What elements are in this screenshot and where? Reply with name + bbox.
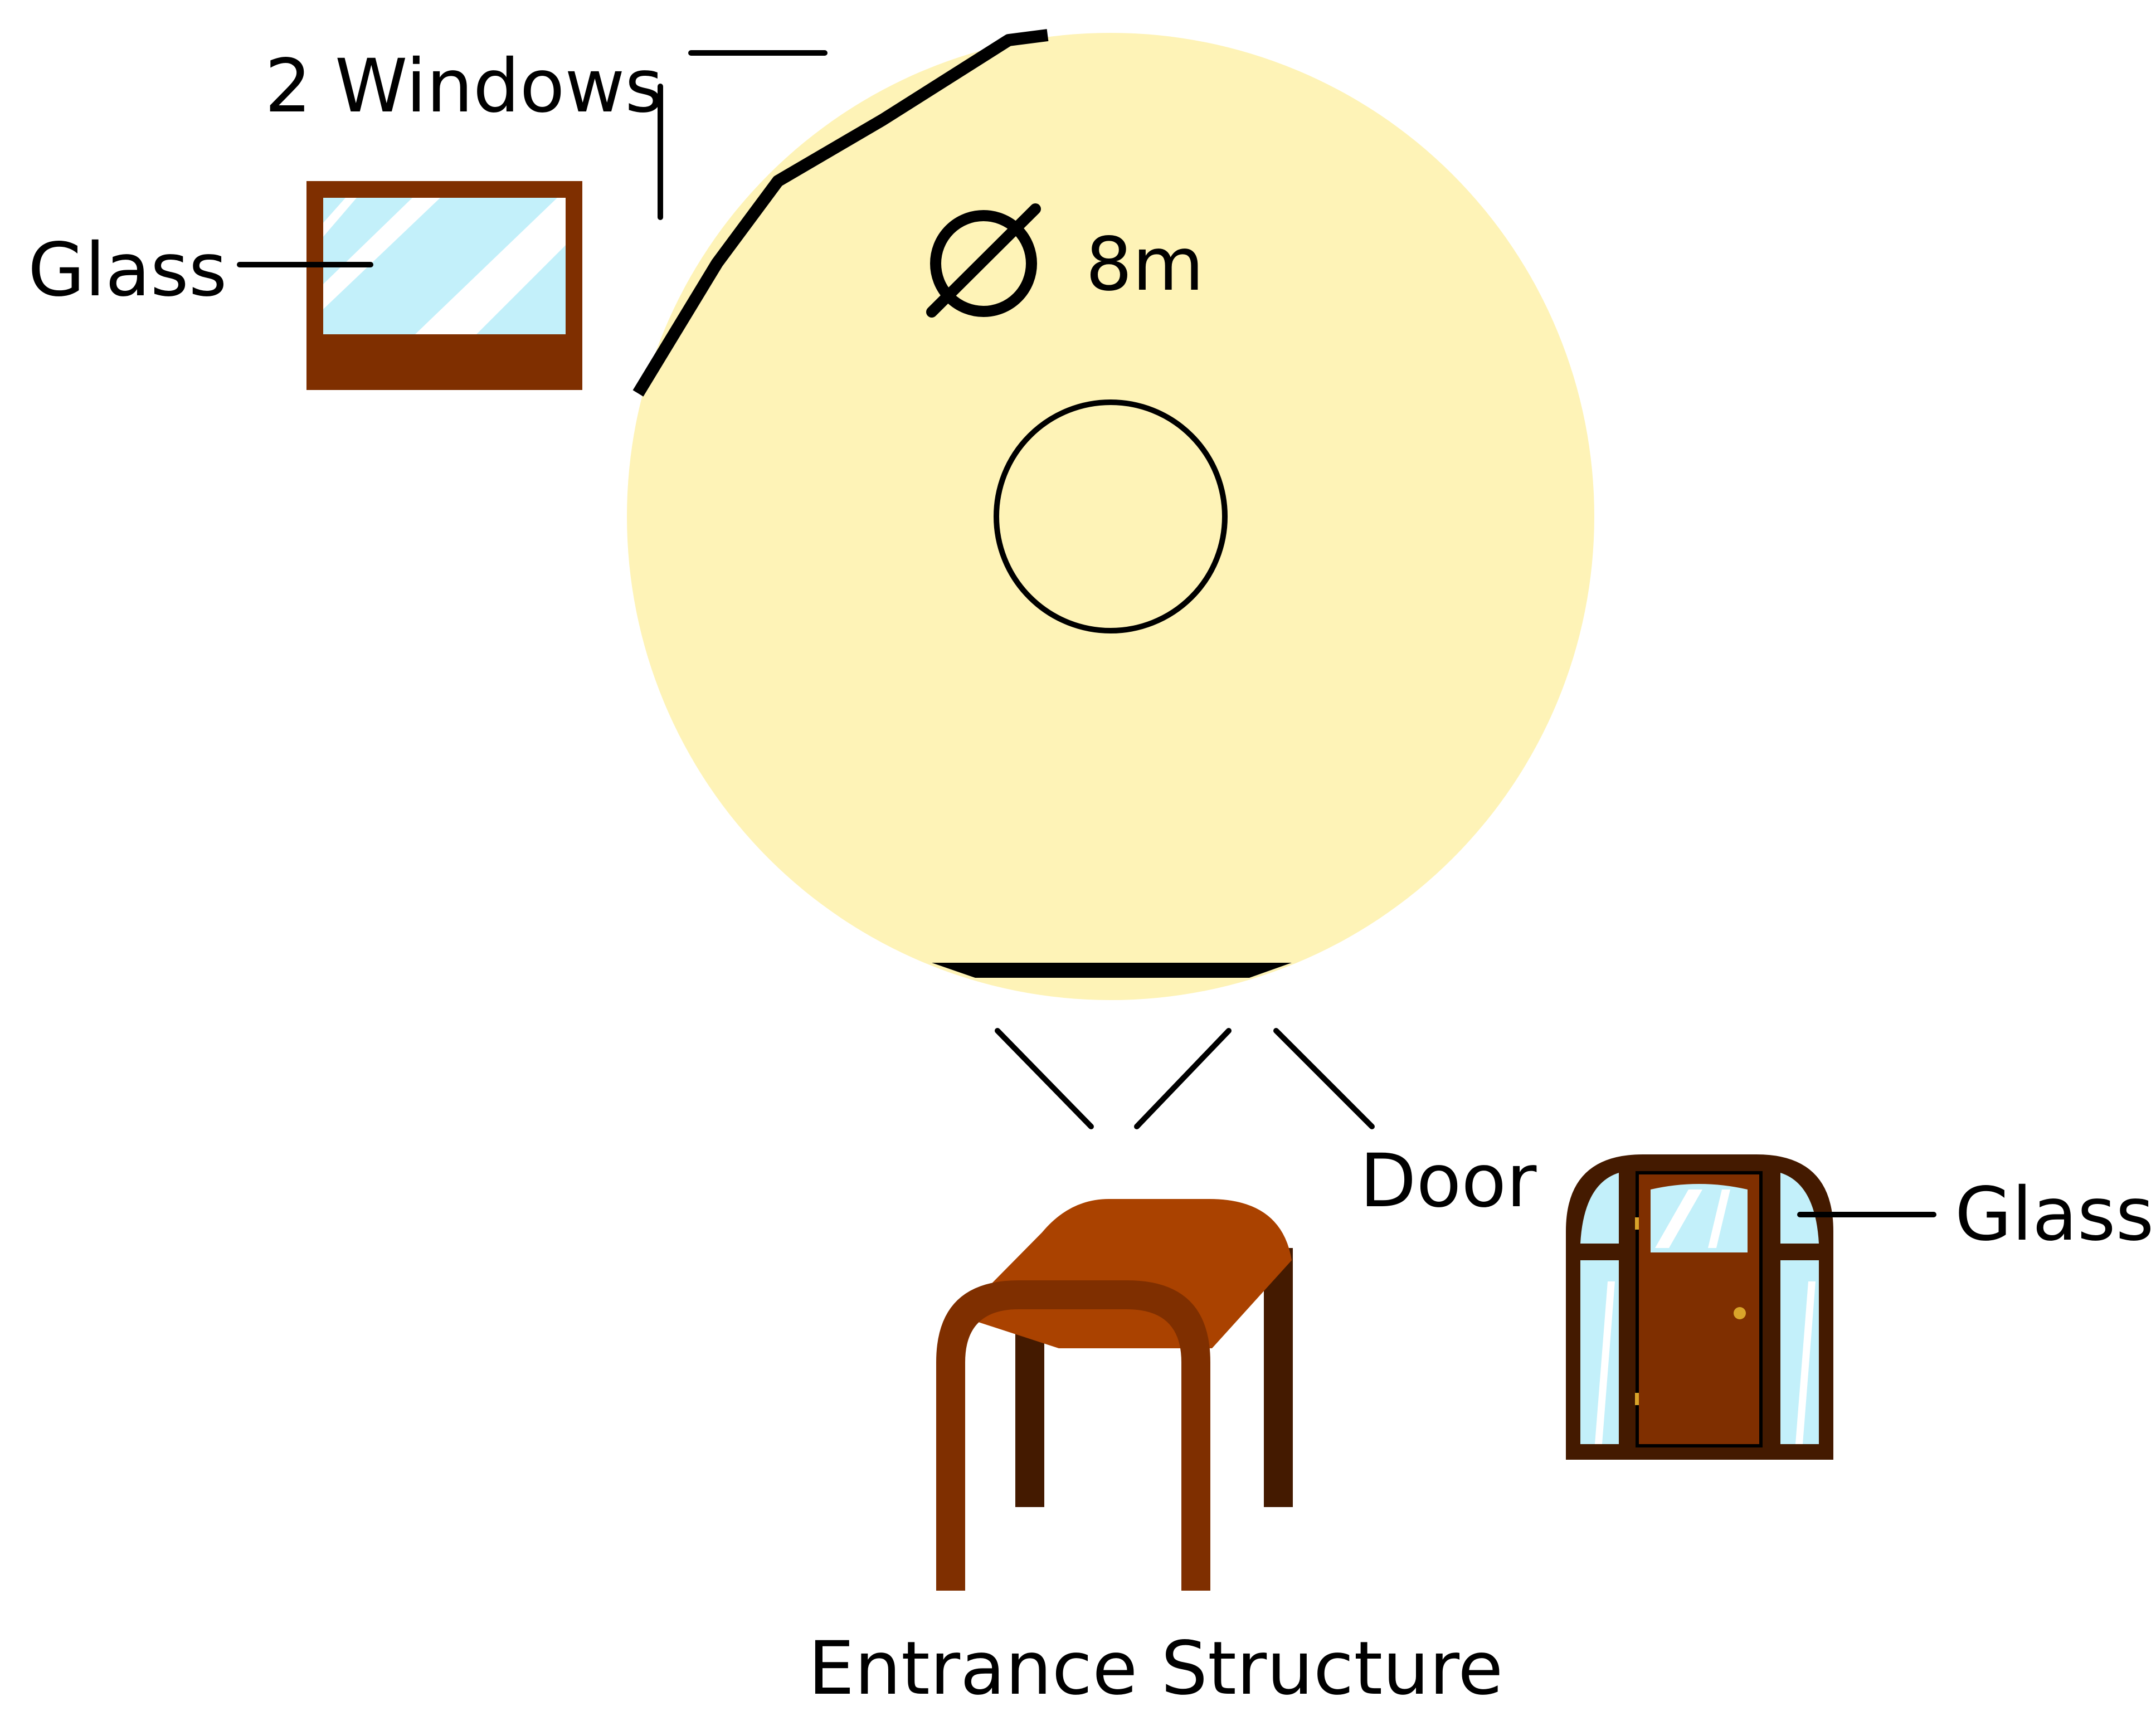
yurt-floor-circle (627, 33, 1594, 1000)
entrance-structure-icon (936, 1199, 1293, 1591)
windows-count-label: 2 Windows (265, 43, 663, 129)
yurt-center-circle (994, 399, 1228, 633)
entrance-leader-left (995, 1028, 1094, 1129)
yurt-wall-entrance-segment (932, 963, 1292, 978)
yurt-wall-windows-segment (632, 29, 1049, 397)
window-icon (306, 181, 582, 390)
entrance-label: Entrance Structure (808, 1626, 1503, 1712)
door-glass-label: Glass (1955, 1172, 2154, 1257)
window-glass-label: Glass (28, 227, 227, 313)
door-leader (1273, 1028, 1375, 1129)
door-label: Door (1360, 1138, 1537, 1224)
entrance-leader-right (1134, 1028, 1232, 1129)
diameter-label: 8m (1086, 222, 1204, 308)
door-icon (1566, 1154, 1833, 1460)
diameter-symbol-icon (926, 203, 1041, 318)
